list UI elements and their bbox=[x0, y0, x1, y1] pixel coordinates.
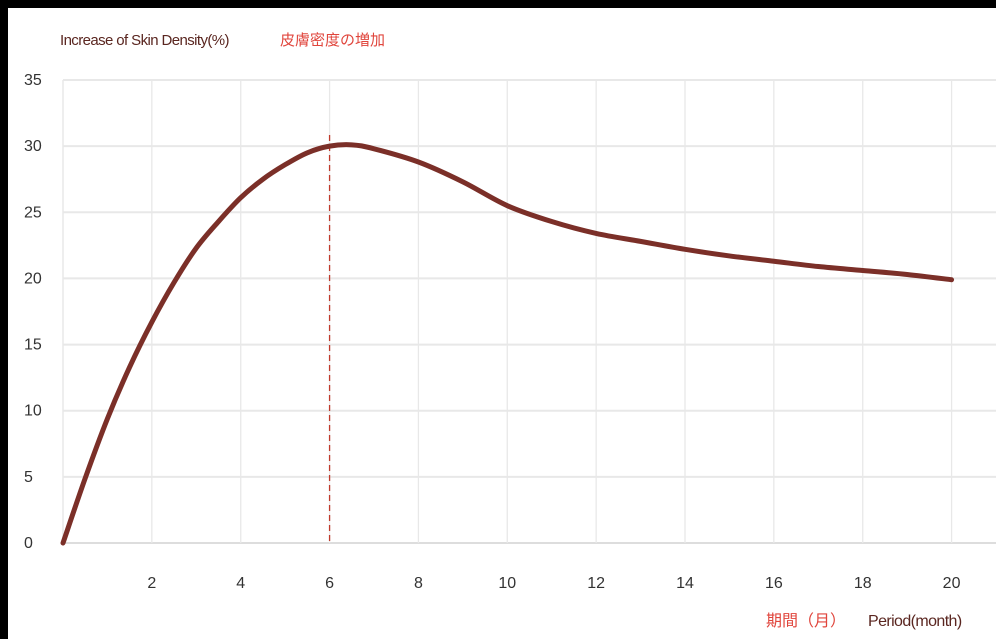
x-tick-label: 6 bbox=[325, 575, 334, 592]
x-tick-label: 14 bbox=[676, 575, 694, 592]
x-tick-label: 8 bbox=[414, 575, 423, 592]
chart-title-jp: 皮膚密度の増加 bbox=[280, 31, 385, 49]
y-tick-label: 0 bbox=[24, 535, 33, 552]
chart-panel: 0 5 10 15 20 25 30 35 2 4 6 8 10 12 14 16 18 20 Increase… bbox=[8, 8, 996, 639]
y-tick-label: 10 bbox=[24, 403, 42, 420]
y-tick-label: 5 bbox=[24, 469, 33, 486]
x-tick-label: 18 bbox=[854, 575, 872, 592]
y-tick-label: 30 bbox=[24, 138, 42, 155]
y-tick-label: 25 bbox=[24, 204, 42, 221]
chart-title-en: Increase of Skin Density(%) bbox=[60, 32, 229, 49]
x-tick-label: 2 bbox=[147, 575, 156, 592]
x-axis-label-en: Period(month) bbox=[868, 613, 962, 630]
y-tick-label: 20 bbox=[24, 270, 42, 287]
x-tick-label: 4 bbox=[236, 575, 245, 592]
x-tick-label: 20 bbox=[943, 575, 961, 592]
x-tick-label: 10 bbox=[498, 575, 516, 592]
x-axis-label-jp: 期間（月） bbox=[766, 611, 846, 630]
y-axis-ticks: 0 5 10 15 20 25 30 35 bbox=[24, 72, 42, 552]
x-tick-label: 16 bbox=[765, 575, 783, 592]
x-axis-ticks: 2 4 6 8 10 12 14 16 18 20 bbox=[147, 575, 960, 592]
x-tick-label: 12 bbox=[587, 575, 605, 592]
grid-lines bbox=[62, 79, 996, 544]
y-tick-label: 15 bbox=[24, 337, 42, 354]
skin-density-line-chart: 0 5 10 15 20 25 30 35 2 4 6 8 10 12 14 16 18 20 Increase… bbox=[24, 31, 996, 630]
y-tick-label: 35 bbox=[24, 72, 42, 89]
series-line bbox=[60, 142, 955, 546]
